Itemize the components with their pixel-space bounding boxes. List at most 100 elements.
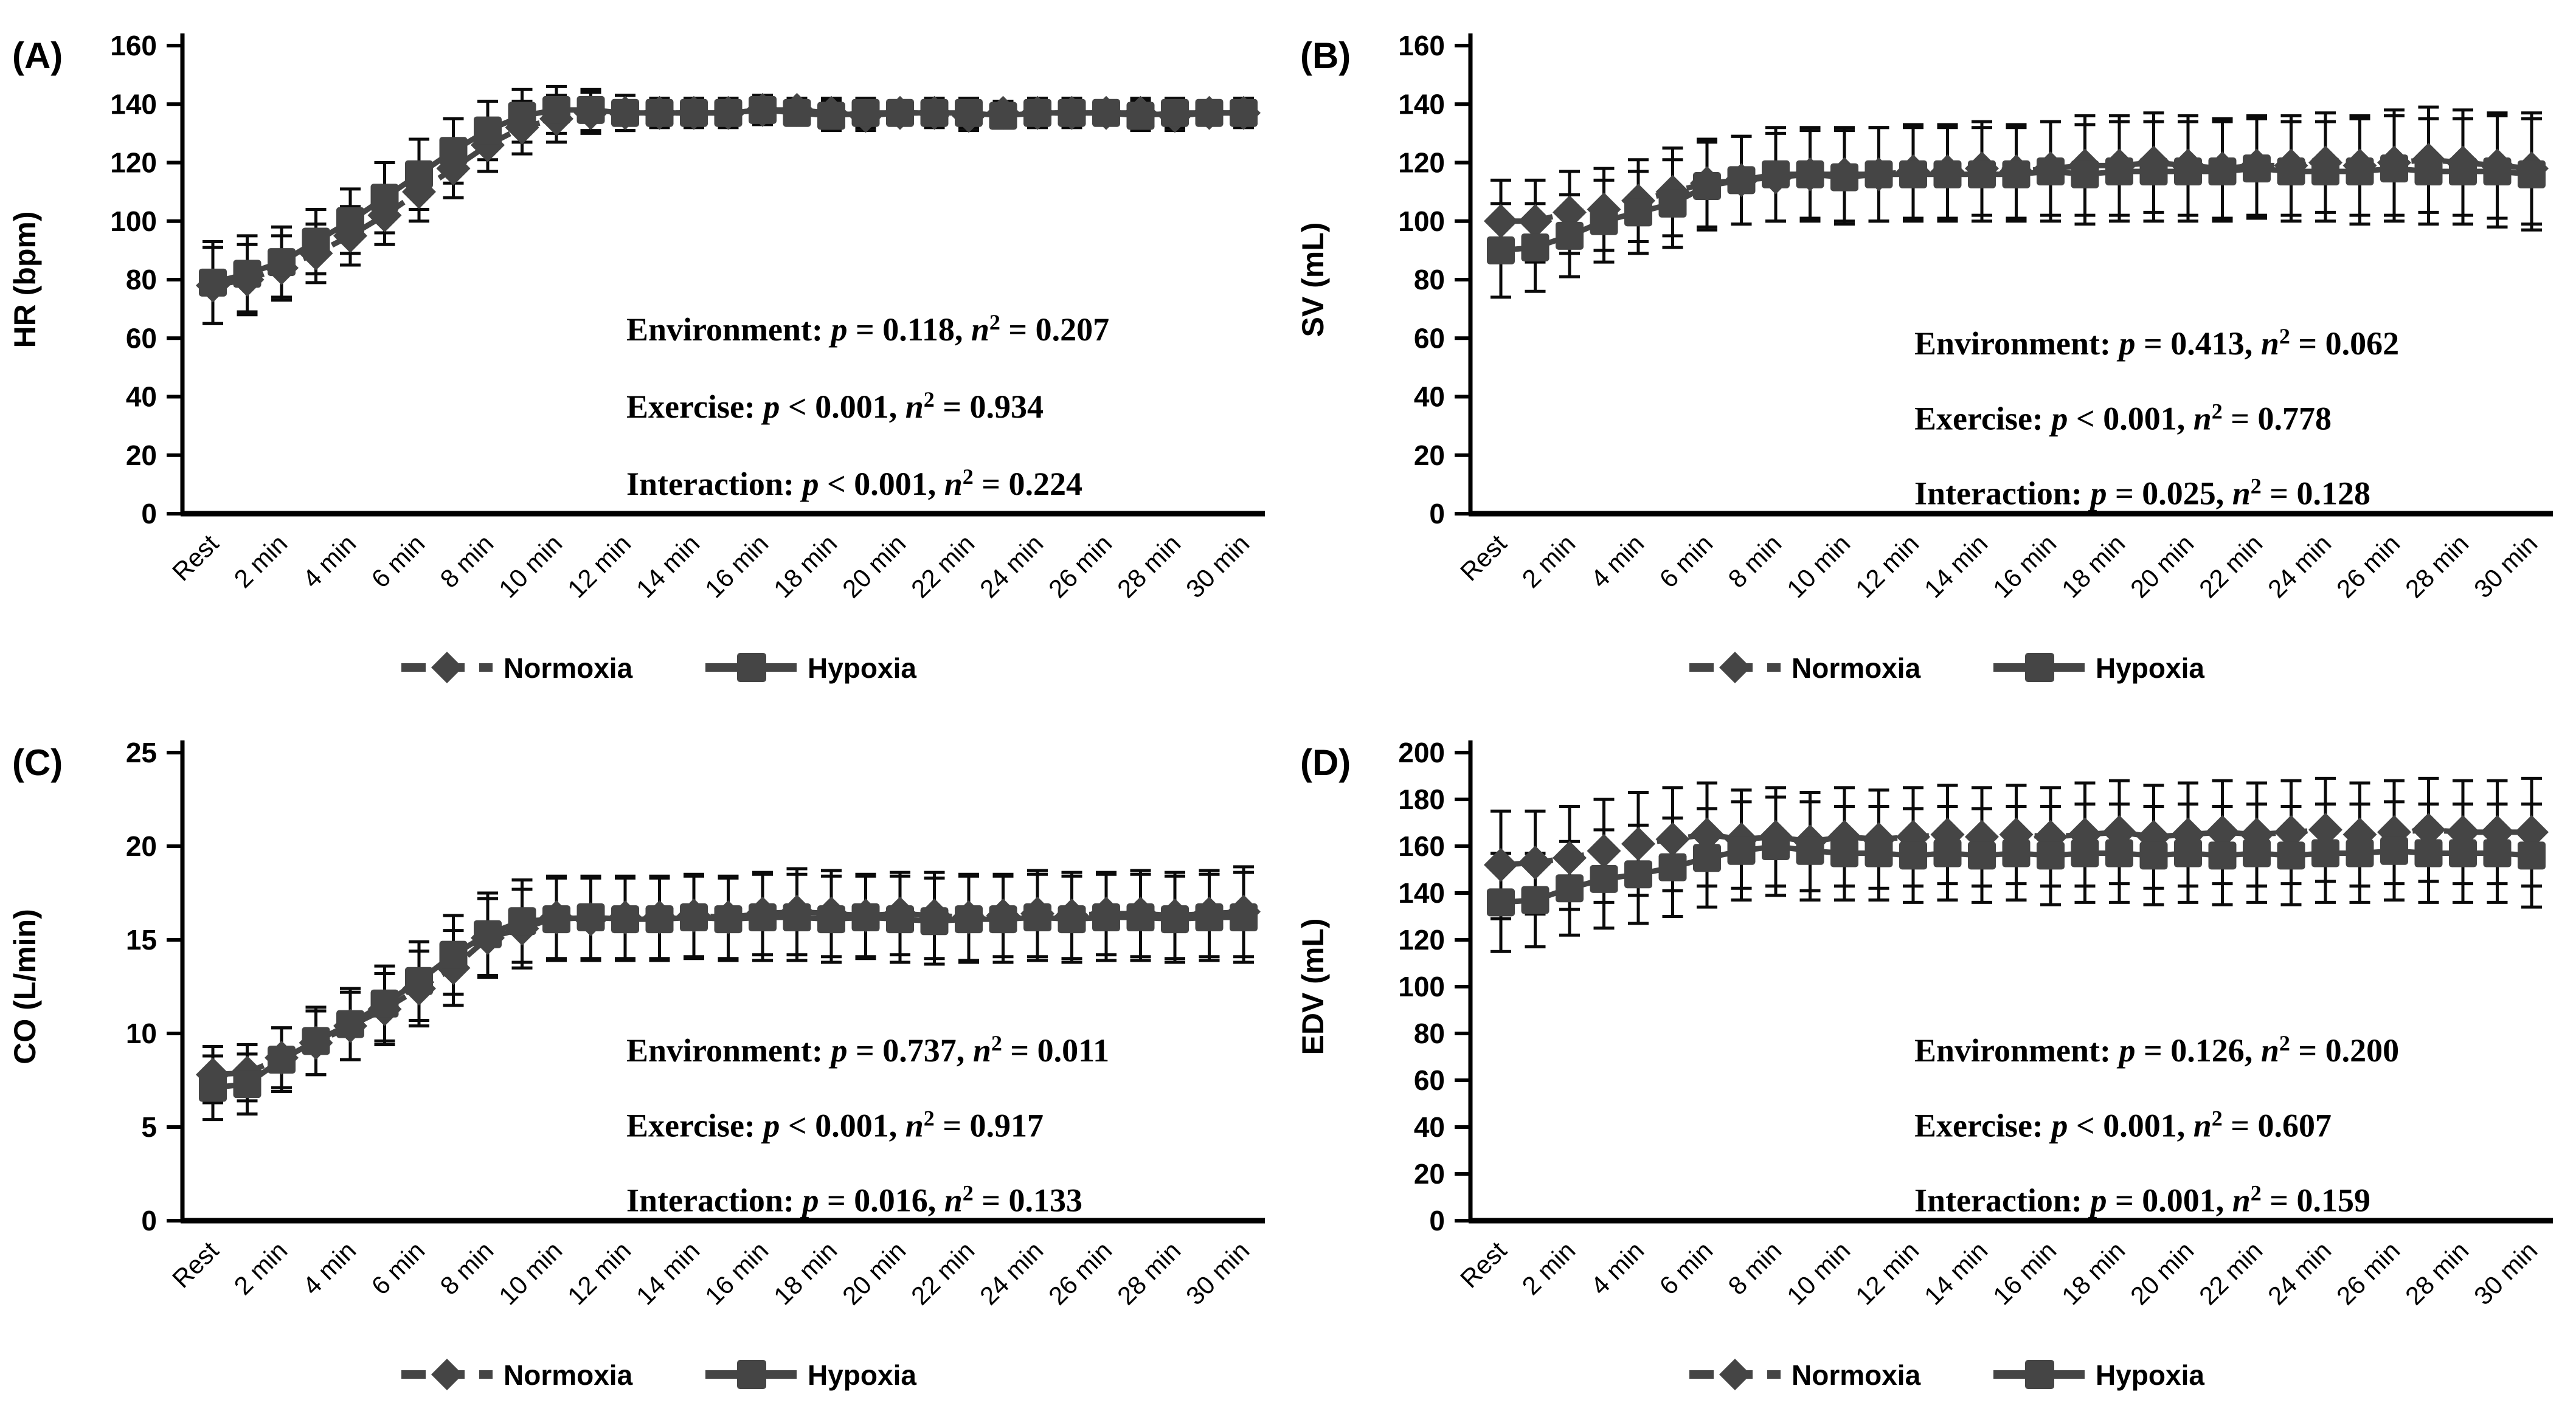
hypoxia-marker — [2414, 157, 2443, 185]
hypoxia-marker — [989, 102, 1017, 130]
legend-label-hypoxia: Hypoxia — [808, 1359, 916, 1391]
panel-D: (D) EDV (mL) 0 20 40 60 80 100 120 140 160 180 200 Re… — [1288, 707, 2576, 1414]
normoxia-marker — [1553, 195, 1587, 230]
y-axis-title: SV (mL) — [1296, 222, 1330, 337]
panel-B: (B) SV (mL) 0 20 40 60 80 100 120 140 160 Rest 2 min… — [1288, 0, 2576, 707]
y-tick-label: 0 — [141, 1205, 157, 1236]
normoxia-marker — [1518, 845, 1553, 880]
hypoxia-marker — [508, 102, 536, 130]
normoxia-marker — [2480, 815, 2515, 849]
hypoxia-marker — [1161, 98, 1189, 127]
legend-label-normoxia: Normoxia — [504, 1359, 633, 1391]
hypoxia-marker — [370, 184, 399, 212]
hypoxia-marker — [2277, 841, 2305, 870]
hypoxia-marker — [576, 903, 605, 932]
hypoxia-marker — [1521, 886, 1549, 914]
y-tick-label: 0 — [1429, 498, 1445, 529]
hypoxia-marker — [1830, 839, 1858, 867]
stats-line: Exercise: p < 0.001, n2 = 0.607 — [1914, 1106, 2332, 1143]
y-tick-label: 40 — [1414, 381, 1445, 413]
hypoxia-marker — [2380, 836, 2408, 865]
y-axis-title: CO (L/min) — [8, 909, 42, 1064]
normoxia-marker — [2308, 813, 2342, 847]
y-tick-label: 5 — [141, 1111, 157, 1143]
legend: Normoxia Hypoxia — [401, 1359, 916, 1391]
hypoxia-marker — [2346, 157, 2374, 185]
hypoxia-marker — [1058, 98, 1086, 127]
hypoxia-marker — [233, 1070, 261, 1098]
hypoxia-marker — [2174, 839, 2202, 867]
normoxia-marker — [2377, 815, 2411, 849]
hypoxia-marker — [645, 98, 674, 127]
hypoxia-markers — [1487, 154, 2546, 264]
normoxia-marker — [1518, 204, 1553, 238]
legend-normoxia-marker — [431, 1359, 463, 1390]
hypoxia-marker — [955, 905, 983, 934]
y-tick-label: 10 — [126, 1018, 157, 1049]
stats-line: Environment: p = 0.737, n2 = 0.011 — [626, 1031, 1109, 1069]
hypoxia-marker — [1727, 836, 1756, 865]
hypoxia-marker — [542, 905, 570, 934]
legend-label-hypoxia: Hypoxia — [2096, 652, 2204, 684]
hypoxia-marker — [1092, 98, 1120, 127]
normoxia-marker — [2411, 813, 2446, 847]
hypoxia-marker — [2414, 839, 2443, 867]
y-tick-label: 20 — [1414, 1158, 1445, 1190]
y-tick-label: 160 — [110, 30, 157, 61]
y-tick-label: 120 — [1398, 147, 1445, 179]
hypoxia-marker — [1126, 903, 1155, 932]
hypoxia-marker — [1521, 233, 1549, 262]
panel-label: (D) — [1300, 742, 1351, 783]
legend-hypoxia-marker — [2025, 1360, 2054, 1389]
hypoxia-marker — [2518, 160, 2546, 188]
y-tick-label: 100 — [1398, 971, 1445, 1002]
hypoxia-marker — [680, 98, 708, 127]
hypoxia-marker — [405, 160, 433, 188]
y-tick-label: 60 — [1414, 322, 1445, 354]
hypoxia-marker — [1487, 888, 1515, 917]
hypoxia-marker — [1624, 860, 1652, 889]
panel-label: (B) — [1300, 35, 1351, 76]
hypoxia-marker — [2105, 157, 2133, 185]
normoxia-marker — [1690, 817, 1724, 852]
hypoxia-marker — [268, 248, 296, 277]
hypoxia-marker — [886, 905, 914, 934]
hypoxia-marker — [2483, 839, 2512, 867]
hypoxia-marker — [1796, 160, 1824, 188]
hypoxia-marker — [1762, 832, 1790, 860]
hypoxia-marker — [1624, 198, 1652, 227]
hypoxia-marker — [2483, 157, 2512, 185]
hypoxia-marker — [1658, 189, 1687, 218]
stats-line: Environment: p = 0.126, n2 = 0.200 — [1914, 1031, 2399, 1069]
hypoxia-marker — [439, 137, 468, 165]
hypoxia-marker — [2071, 160, 2099, 188]
hypoxia-marker — [1556, 221, 1584, 250]
hypoxia-marker — [1023, 98, 1051, 127]
hypoxia-marker — [2174, 157, 2202, 185]
y-tick-label: 140 — [1398, 877, 1445, 909]
normoxia-marker — [1484, 204, 1518, 238]
y-tick-label: 0 — [1429, 1205, 1445, 1236]
hypoxia-marker — [2243, 839, 2271, 867]
legend: Normoxia Hypoxia — [1689, 1359, 2204, 1391]
y-tick-label: 140 — [1398, 88, 1445, 120]
stats-line: Interaction: p = 0.016, n2 = 0.133 — [626, 1181, 1082, 1219]
legend-hypoxia-marker — [737, 653, 766, 682]
hypoxia-marker — [2449, 157, 2477, 185]
legend: Normoxia Hypoxia — [1689, 652, 2204, 684]
hypoxia-markers — [1487, 832, 2546, 917]
hypoxia-marker — [1161, 905, 1189, 934]
hypoxia-marker — [302, 227, 330, 256]
normoxia-marker — [2102, 815, 2136, 849]
hypoxia-marker — [199, 1074, 227, 1102]
hypoxia-marker — [2346, 839, 2374, 867]
hypoxia-marker — [611, 905, 639, 934]
y-tick-label: 60 — [126, 322, 157, 354]
hypoxia-marker — [2139, 157, 2168, 185]
hypoxia-marker — [474, 116, 502, 145]
y-tick-label: 15 — [126, 924, 157, 956]
hypoxia-marker — [370, 989, 399, 1018]
hypoxia-marker — [2311, 157, 2339, 185]
legend-normoxia-marker — [431, 652, 463, 683]
legend-hypoxia-marker — [2025, 653, 2054, 682]
